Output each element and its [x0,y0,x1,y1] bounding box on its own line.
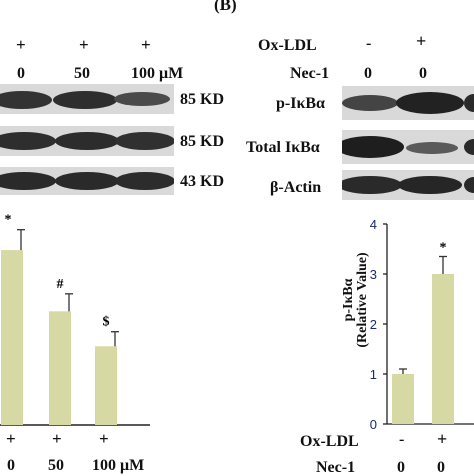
right-bottom-nec1-value-2: 0 [437,459,445,476]
right-ytick-label-0: 0 [370,417,377,432]
kd-label-1: 85 KD [180,91,224,108]
left-blot-3 [0,167,174,195]
right-ytick-label-3: 3 [370,267,377,282]
left-bottom-sign-2: + [52,429,62,448]
right-oxldl-value-1: - [366,35,372,52]
left-blot-1 [0,84,174,114]
left-dose-3: 100 μM [131,65,184,82]
left-blot-2 [0,126,174,156]
left-bottom-dose-1: 0 [7,457,15,474]
left-bottom-sign-3: + [99,429,109,448]
left-sign-2: + [79,35,89,54]
right-ylabel-line1: p-IκBα [341,278,356,322]
right-bottom-nec1-value-1: 0 [397,459,405,476]
right-oxldl-value-2: + [416,31,427,51]
left-bottom-dose-2: 50 [48,457,64,474]
right-nec1-value-1: 0 [364,65,372,82]
right-blot-2 [342,130,474,164]
right-ytick-label-2: 2 [370,317,377,332]
left-sign-1: + [16,35,26,54]
left-bottom-dose-3: 100 μM [92,457,145,474]
kd-label-2: 85 KD [180,133,224,150]
blot-label-p-ikba: p-IκBα [276,95,325,112]
right-blot-3 [342,170,474,200]
left-sign-3: + [141,35,151,54]
left-sig-mark-3: $ [103,315,110,330]
left-sig-mark-1: * [5,213,12,228]
left-bar-2 [49,311,71,425]
left-bar-1 [1,250,23,425]
right-nec1-value-2: 0 [419,65,427,82]
right-oxldl-label: Ox-LDL [258,37,317,54]
right-bottom-oxldl-label: Ox-LDL [300,433,359,450]
right-blot-1 [342,86,474,120]
right-nec1-label: Nec-1 [290,65,330,82]
left-sig-mark-2: # [57,277,64,292]
right-ylabel-text: p-IκBα (Relative Value) [341,252,370,348]
left-bottom-sign-1: + [6,429,16,448]
right-bar-1 [392,374,414,424]
right-sig-mark-2: * [440,241,447,256]
left-dose-2: 50 [74,65,90,82]
blot-label-beta-actin: β-Actin [270,179,322,196]
right-bottom-nec1-label: Nec-1 [316,459,356,476]
left-bar-3 [95,346,117,425]
kd-label-3: 43 KD [180,173,224,190]
right-ylabel-line2: (Relative Value) [355,252,370,348]
right-bottom-oxldl-value-2: + [437,429,448,449]
blot-label-total-ikba: Total IκBα [246,139,320,156]
right-ytick-label-4: 4 [370,217,377,232]
right-bar-2 [432,274,454,424]
panel-label: (B) [214,0,237,14]
right-ytick-label-1: 1 [370,367,377,382]
right-bottom-oxldl-value-1: - [399,431,405,448]
left-dose-1: 0 [17,65,25,82]
